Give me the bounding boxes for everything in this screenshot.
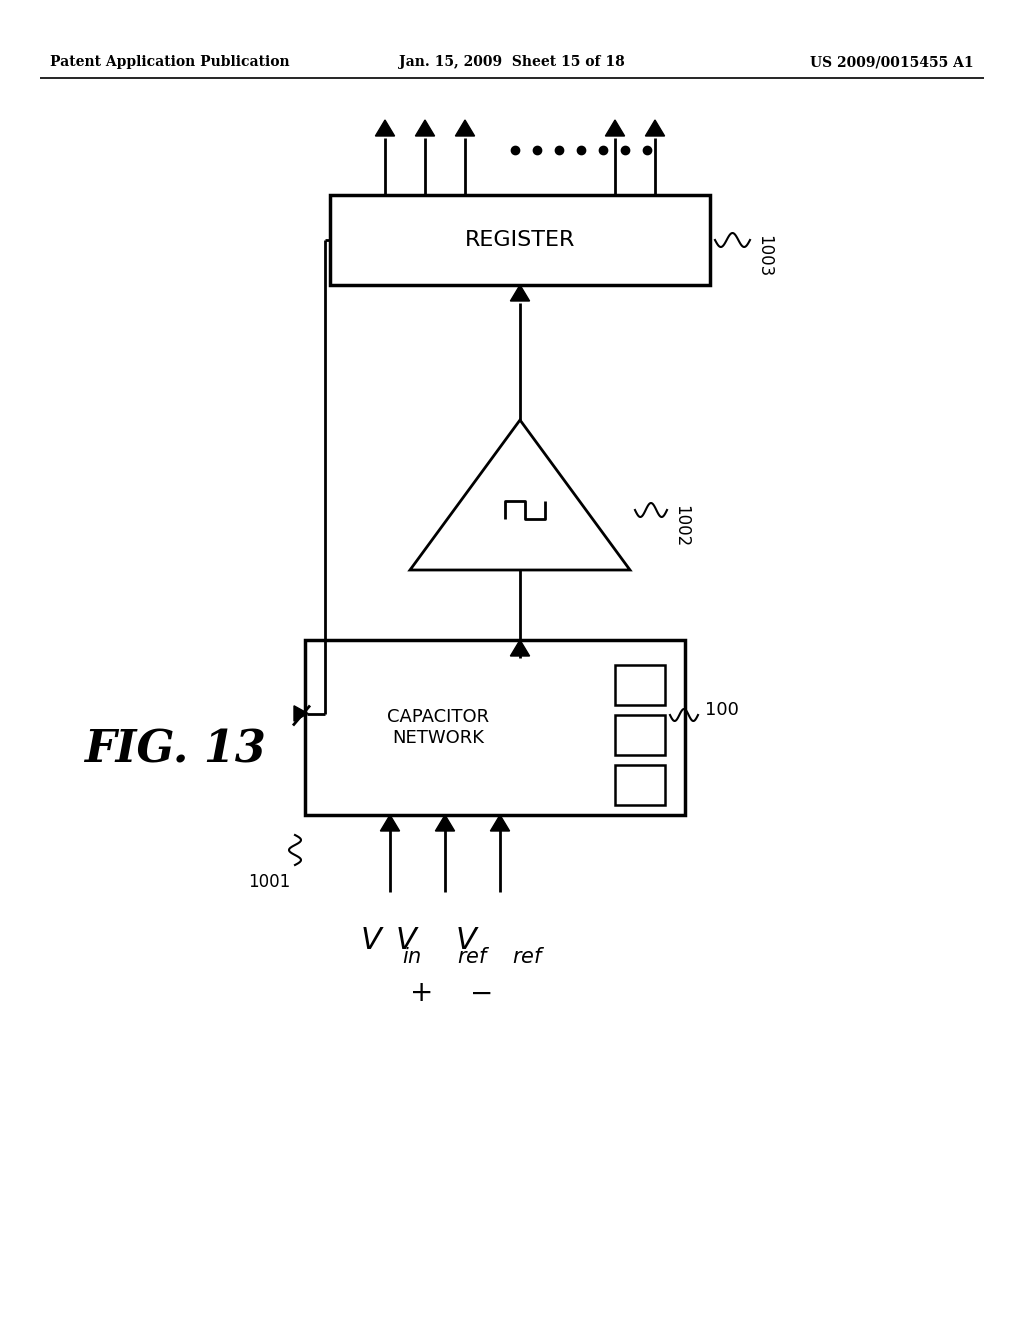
- Polygon shape: [605, 120, 625, 136]
- Text: CAPACITOR
NETWORK: CAPACITOR NETWORK: [387, 708, 489, 747]
- Text: 1003: 1003: [755, 235, 773, 277]
- Text: 1001: 1001: [248, 873, 290, 891]
- Text: $\mathit{V}$: $\mathit{V}$: [395, 925, 420, 956]
- Polygon shape: [645, 120, 665, 136]
- Polygon shape: [380, 814, 399, 832]
- Text: US 2009/0015455 A1: US 2009/0015455 A1: [810, 55, 974, 69]
- Bar: [330, 195, 710, 285]
- Text: FIG. 13: FIG. 13: [84, 729, 266, 771]
- Text: Jan. 15, 2009  Sheet 15 of 18: Jan. 15, 2009 Sheet 15 of 18: [399, 55, 625, 69]
- Text: $\mathit{V}$: $\mathit{V}$: [456, 925, 480, 956]
- Polygon shape: [376, 120, 394, 136]
- Bar: [305, 640, 685, 814]
- Text: 1002: 1002: [672, 506, 690, 548]
- Text: $-$: $-$: [469, 979, 492, 1007]
- Text: 100: 100: [705, 701, 739, 719]
- Text: $\mathit{ref}$: $\mathit{ref}$: [457, 946, 490, 968]
- Text: $\mathit{ref}$: $\mathit{ref}$: [512, 946, 546, 968]
- Bar: [615, 665, 665, 705]
- Polygon shape: [510, 285, 529, 301]
- Polygon shape: [510, 640, 529, 656]
- Polygon shape: [456, 120, 474, 136]
- Text: $+$: $+$: [409, 979, 431, 1007]
- Text: $\mathit{in}$: $\mathit{in}$: [402, 946, 422, 968]
- Text: $\mathit{V}$: $\mathit{V}$: [360, 925, 385, 956]
- Bar: [615, 766, 665, 805]
- Text: Patent Application Publication: Patent Application Publication: [50, 55, 290, 69]
- Polygon shape: [490, 814, 510, 832]
- Text: REGISTER: REGISTER: [465, 230, 575, 249]
- Polygon shape: [416, 120, 434, 136]
- Polygon shape: [435, 814, 455, 832]
- Bar: [615, 715, 665, 755]
- Polygon shape: [294, 706, 308, 721]
